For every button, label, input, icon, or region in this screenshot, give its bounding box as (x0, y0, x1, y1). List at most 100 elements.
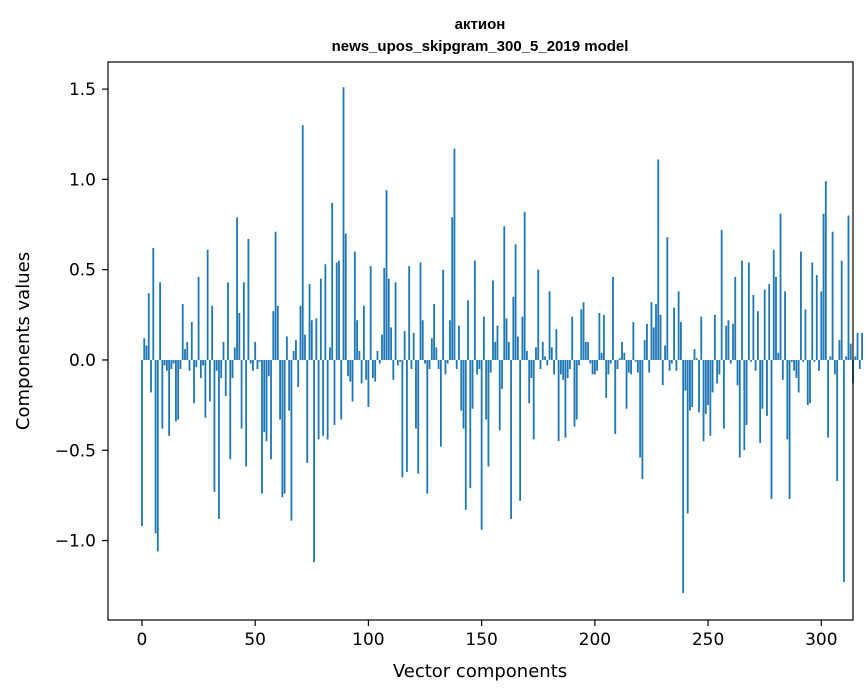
bar-component-34 (218, 359, 220, 519)
bar-component-66 (290, 359, 293, 521)
bar-component-179 (546, 359, 549, 366)
bar-component-10 (163, 359, 166, 366)
bar-component-2 (145, 345, 148, 360)
bar-component-44 (240, 359, 243, 429)
bar-component-0 (141, 359, 143, 527)
bar-component-250 (707, 359, 709, 406)
bar-component-49 (252, 359, 254, 371)
bar-component-102 (372, 359, 374, 379)
bar-component-276 (766, 359, 768, 416)
bar-component-78 (317, 359, 320, 440)
bar-component-161 (505, 318, 508, 360)
bar-component-99 (365, 359, 368, 380)
bar-component-119 (410, 359, 413, 369)
bar-component-293 (804, 309, 807, 360)
bar-component-238 (680, 322, 682, 360)
chart-title-line-1: актион (455, 16, 506, 33)
bar-component-23 (193, 359, 195, 404)
bar-component-302 (824, 181, 827, 360)
bar-component-150 (480, 359, 483, 530)
bar-component-243 (691, 359, 694, 407)
bar-component-187 (564, 359, 567, 438)
bar-component-98 (362, 305, 365, 360)
bar-component-303 (827, 359, 829, 438)
bar-component-166 (516, 336, 519, 360)
bar-component-158 (498, 359, 501, 431)
bar-component-151 (482, 316, 485, 360)
bar-component-21 (188, 359, 191, 371)
bar-component-20 (186, 341, 189, 360)
bar-component-16 (177, 359, 180, 420)
bar-component-198 (589, 359, 592, 364)
bar-component-236 (675, 359, 678, 371)
bar-component-93 (351, 359, 354, 402)
bar-component-206 (607, 359, 610, 375)
bar-component-128 (430, 338, 433, 360)
bar-component-64 (285, 336, 288, 360)
bar-component-296 (811, 262, 814, 360)
bar-component-115 (401, 359, 404, 478)
bar-component-123 (419, 262, 422, 360)
bar-component-218 (634, 359, 637, 362)
bar-component-211 (618, 358, 621, 360)
bar-component-279 (772, 249, 775, 360)
bar-component-33 (215, 359, 218, 371)
y-tick-label: 0.5 (69, 261, 96, 281)
bar-component-268 (747, 262, 750, 360)
bar-component-248 (702, 359, 705, 442)
bar-component-251 (709, 359, 712, 436)
bar-component-313 (849, 343, 852, 360)
bar-component-108 (385, 190, 388, 360)
bar-component-311 (845, 356, 848, 360)
bar-component-216 (630, 359, 632, 375)
bar-component-141 (460, 359, 463, 411)
bar-component-252 (711, 359, 714, 393)
bar-component-191 (573, 359, 576, 427)
bar-component-31 (211, 305, 214, 360)
bar-component-46 (245, 359, 248, 467)
y-tick-label: 0.0 (69, 351, 96, 371)
bar-component-105 (378, 359, 381, 364)
bar-component-287 (790, 359, 793, 362)
bar-component-138 (453, 148, 456, 360)
bar-component-100 (367, 359, 370, 407)
bar-component-126 (426, 359, 429, 494)
bar-component-139 (455, 359, 458, 369)
bar-component-278 (770, 359, 773, 500)
bar-component-83 (329, 347, 331, 360)
bar-component-195 (582, 302, 585, 360)
bar-component-272 (756, 311, 759, 360)
bar-component-107 (383, 267, 386, 360)
bar-component-205 (605, 359, 608, 398)
bar-component-149 (478, 359, 481, 369)
bar-component-192 (575, 359, 578, 420)
bar-component-176 (539, 359, 542, 369)
chart-title-line-2: news_upos_skipgram_300_5_2019 model (332, 38, 629, 55)
bar-component-217 (632, 322, 635, 360)
bar-component-162 (507, 341, 510, 360)
bar-component-180 (548, 291, 551, 360)
bar-component-60 (276, 305, 279, 360)
bar-component-294 (806, 359, 809, 406)
bar-component-188 (566, 359, 569, 379)
bar-component-202 (598, 313, 601, 360)
bar-component-148 (476, 359, 479, 375)
bar-component-104 (376, 350, 379, 360)
bar-component-111 (392, 359, 395, 380)
bar-component-174 (535, 347, 537, 360)
bar-component-290 (797, 359, 800, 393)
bar-component-266 (743, 359, 746, 451)
y-axis-ticks: −1.0 −0.5 0.0 0.5 1.0 1.5 (55, 80, 108, 552)
bar-component-284 (784, 291, 786, 360)
bar-component-54 (263, 359, 266, 433)
bar-component-175 (537, 269, 540, 360)
bar-component-246 (698, 359, 700, 413)
bar-component-277 (768, 284, 771, 360)
bar-component-231 (664, 345, 666, 360)
x-tick-label: 200 (579, 630, 611, 650)
bar-component-226 (652, 327, 655, 360)
bar-component-157 (496, 325, 499, 360)
bar-component-203 (600, 352, 603, 360)
bar-component-292 (802, 359, 805, 362)
bar-component-260 (729, 359, 732, 364)
